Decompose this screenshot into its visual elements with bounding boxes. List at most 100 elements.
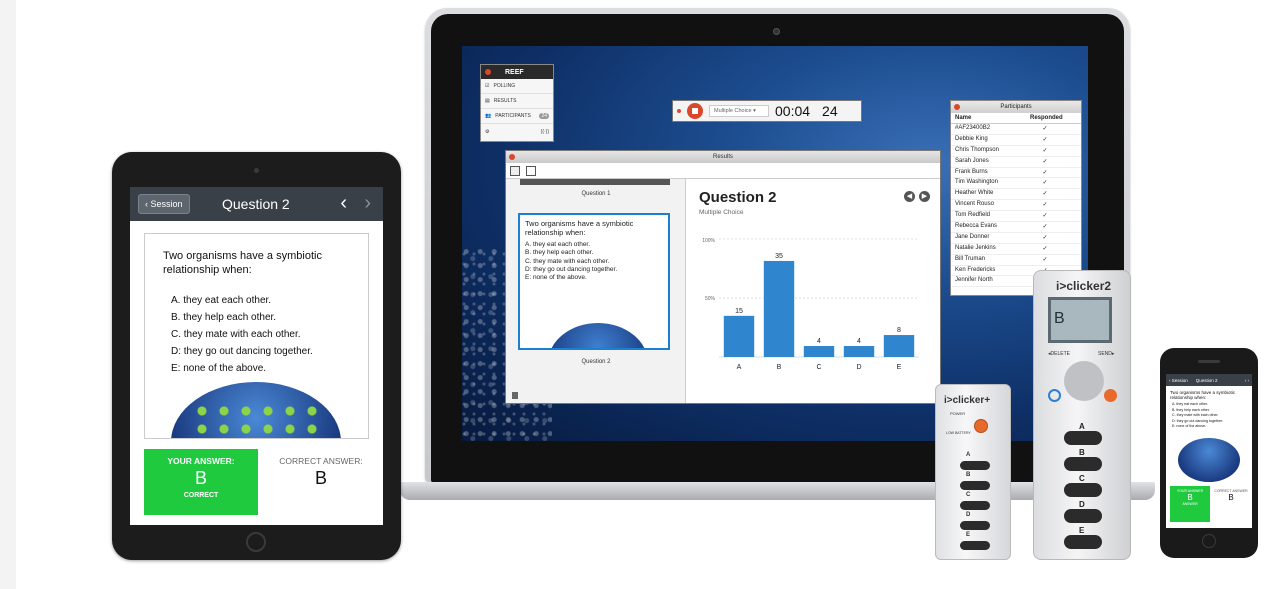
reef-item-results[interactable]: ▤ RESULTS [481,94,553,109]
next-arrow-icon[interactable]: ▶ [919,191,930,202]
reef-item-polling[interactable]: ☑ POLLING [481,79,553,94]
participants-header: Participants [951,101,1081,113]
bar-e [883,335,915,357]
participant-name: Ken Fredericks [955,266,996,273]
gear-icon[interactable]: ⚙ [485,128,490,135]
close-icon[interactable] [509,154,515,160]
phone: ‹ Session Question 2 ‹ › Two organisms h… [1160,348,1258,558]
participant-row[interactable]: Heather White ✓ [951,189,1081,201]
question-list: Question 1 Two organisms have a symbioti… [506,179,686,403]
answer-key-d[interactable] [1064,509,1102,523]
lcd-display: B [1048,297,1112,343]
responded-check-icon: ✓ [1042,147,1048,154]
key-label: D [1079,500,1085,509]
answer-option: D: they go out dancing together. [171,346,313,357]
participant-row[interactable]: #AF23400B2 ✓ [951,124,1081,135]
answer-key-d[interactable] [960,521,990,530]
close-icon[interactable] [485,69,491,75]
close-icon[interactable] [954,104,960,110]
participant-row[interactable]: Rebecca Evans ✓ [951,222,1081,233]
question-card: Two organisms have a symbiotic relations… [144,233,369,439]
participant-row[interactable]: Frank Burns ✓ [951,168,1081,179]
participant-row[interactable]: Tom Redfield ✓ [951,211,1081,223]
iclicker-plus-logo: i>clicker+ [944,395,991,406]
results-main: Question 2 Multiple Choice ◀ ▶ 100% 50% 15… [687,179,940,403]
reef-item-label: PARTICIPANTS [495,113,531,119]
answer-options: A. they eat each other. B. they help eac… [171,292,313,377]
responded-check-icon: ✓ [1042,224,1048,231]
question-1-thumbnail[interactable] [520,179,670,185]
participant-row[interactable]: Jane Donner ✓ [951,233,1081,244]
cell-image [1178,438,1240,482]
session-back-button[interactable]: ‹ Session [138,194,190,214]
participant-row[interactable]: Debbie King ✓ [951,135,1081,146]
prev-icon[interactable]: ‹ [340,192,347,214]
answer-option: B. they help each other. [1172,407,1210,412]
answer-key-b[interactable] [960,481,990,490]
participant-name: Vincent Rouso [955,201,994,208]
thumb-option: B. they help each other. [525,249,594,257]
answer-key-c[interactable] [960,501,990,510]
participant-row[interactable]: Vincent Rouso ✓ [951,200,1081,212]
x-tick-label: D [856,364,861,371]
participant-row[interactable]: Natalie Jenkins ✓ [951,244,1081,255]
close-icon[interactable] [677,109,681,113]
reef-item-label: POLLING [493,83,516,89]
bar-value-label: 35 [775,253,783,260]
phone-back-label: Session [1171,377,1188,383]
question-nav: ◀ ▶ [904,191,930,202]
results-header: Results [506,151,940,163]
question-2-label: Question 2 [581,359,611,365]
window-view-icon[interactable] [526,165,536,176]
responded-check-icon: ✓ [1042,169,1048,176]
answer-key-e[interactable] [960,541,990,550]
participant-name: #AF23400B2 [955,125,991,131]
answer-option: E: none of the above. [171,363,267,374]
polling-bar: Multiple Choice ▾ 00:04 24 [672,100,862,122]
bar-value-label: 4 [857,338,861,345]
trash-icon[interactable] [512,392,518,399]
thumb-question-text: Two organisms have a symbiotic relations… [525,219,634,237]
question-type-select[interactable]: Multiple Choice ▾ [709,105,769,117]
answer-key-b[interactable] [1064,457,1102,471]
answer-key-a[interactable] [1064,431,1102,445]
participant-row[interactable]: Chris Thompson ✓ [951,146,1081,157]
answer-option: C. they mate with each other. [171,329,301,340]
phone-question-text: Two organisms have a symbiotic relations… [1170,390,1236,400]
tablet-camera [254,168,259,173]
next-icon[interactable]: › [364,192,371,214]
key-label: A [966,452,971,458]
participant-name: Jane Donner [955,233,990,240]
participants-list: #AF23400B2 ✓ Debbie King ✓ Chris Thompson ✓ Sa… [951,124,1081,288]
phone-back-button[interactable]: ‹ Session [1169,377,1188,383]
grid-view-icon[interactable] [510,165,520,176]
participant-row[interactable]: Tim Washington ✓ [951,178,1081,190]
power-button[interactable] [1104,389,1117,402]
answer-key-c[interactable] [1064,483,1102,497]
answer-key-a[interactable] [960,461,990,470]
participant-row[interactable]: Bill Truman ✓ [951,255,1081,266]
refresh-icon[interactable] [1048,389,1061,402]
power-button[interactable] [974,419,988,433]
phone-your-answer: YOUR ANSWER B ANSWER [1170,486,1210,522]
participant-count-badge: 24 [539,113,549,119]
previous-arrow-icon[interactable]: ◀ [904,191,915,202]
key-label: A [1079,422,1085,431]
bar-value-label: 8 [897,327,901,334]
home-button[interactable] [1202,534,1216,548]
home-button[interactable] [246,532,266,552]
laptop: REEF ☑ POLLING ▤ RESULTS 👥 PARTICIPANTS … [425,8,1130,489]
phone-nav-arrows[interactable]: ‹ › [1244,377,1249,383]
direction-pad[interactable] [1064,361,1104,401]
low-battery-label: LOW BATTERY [946,431,971,435]
answer-key-e[interactable] [1064,535,1102,549]
correct-answer-panel: CORRECT ANSWER: B [266,449,376,515]
responded-check-icon: ✓ [1042,158,1048,165]
results-window: Results Question 1 Two organisms have a … [505,150,941,404]
reef-item-participants[interactable]: 👥 PARTICIPANTS 24 [481,109,553,124]
thumb-option: A. they eat each other. [525,241,591,249]
participant-name: Debbie King [955,135,988,142]
participant-row[interactable]: Sarah Jones ✓ [951,157,1081,168]
stop-poll-button[interactable] [687,103,703,119]
question-2-thumbnail[interactable]: Two organisms have a symbiotic relations… [518,213,670,350]
